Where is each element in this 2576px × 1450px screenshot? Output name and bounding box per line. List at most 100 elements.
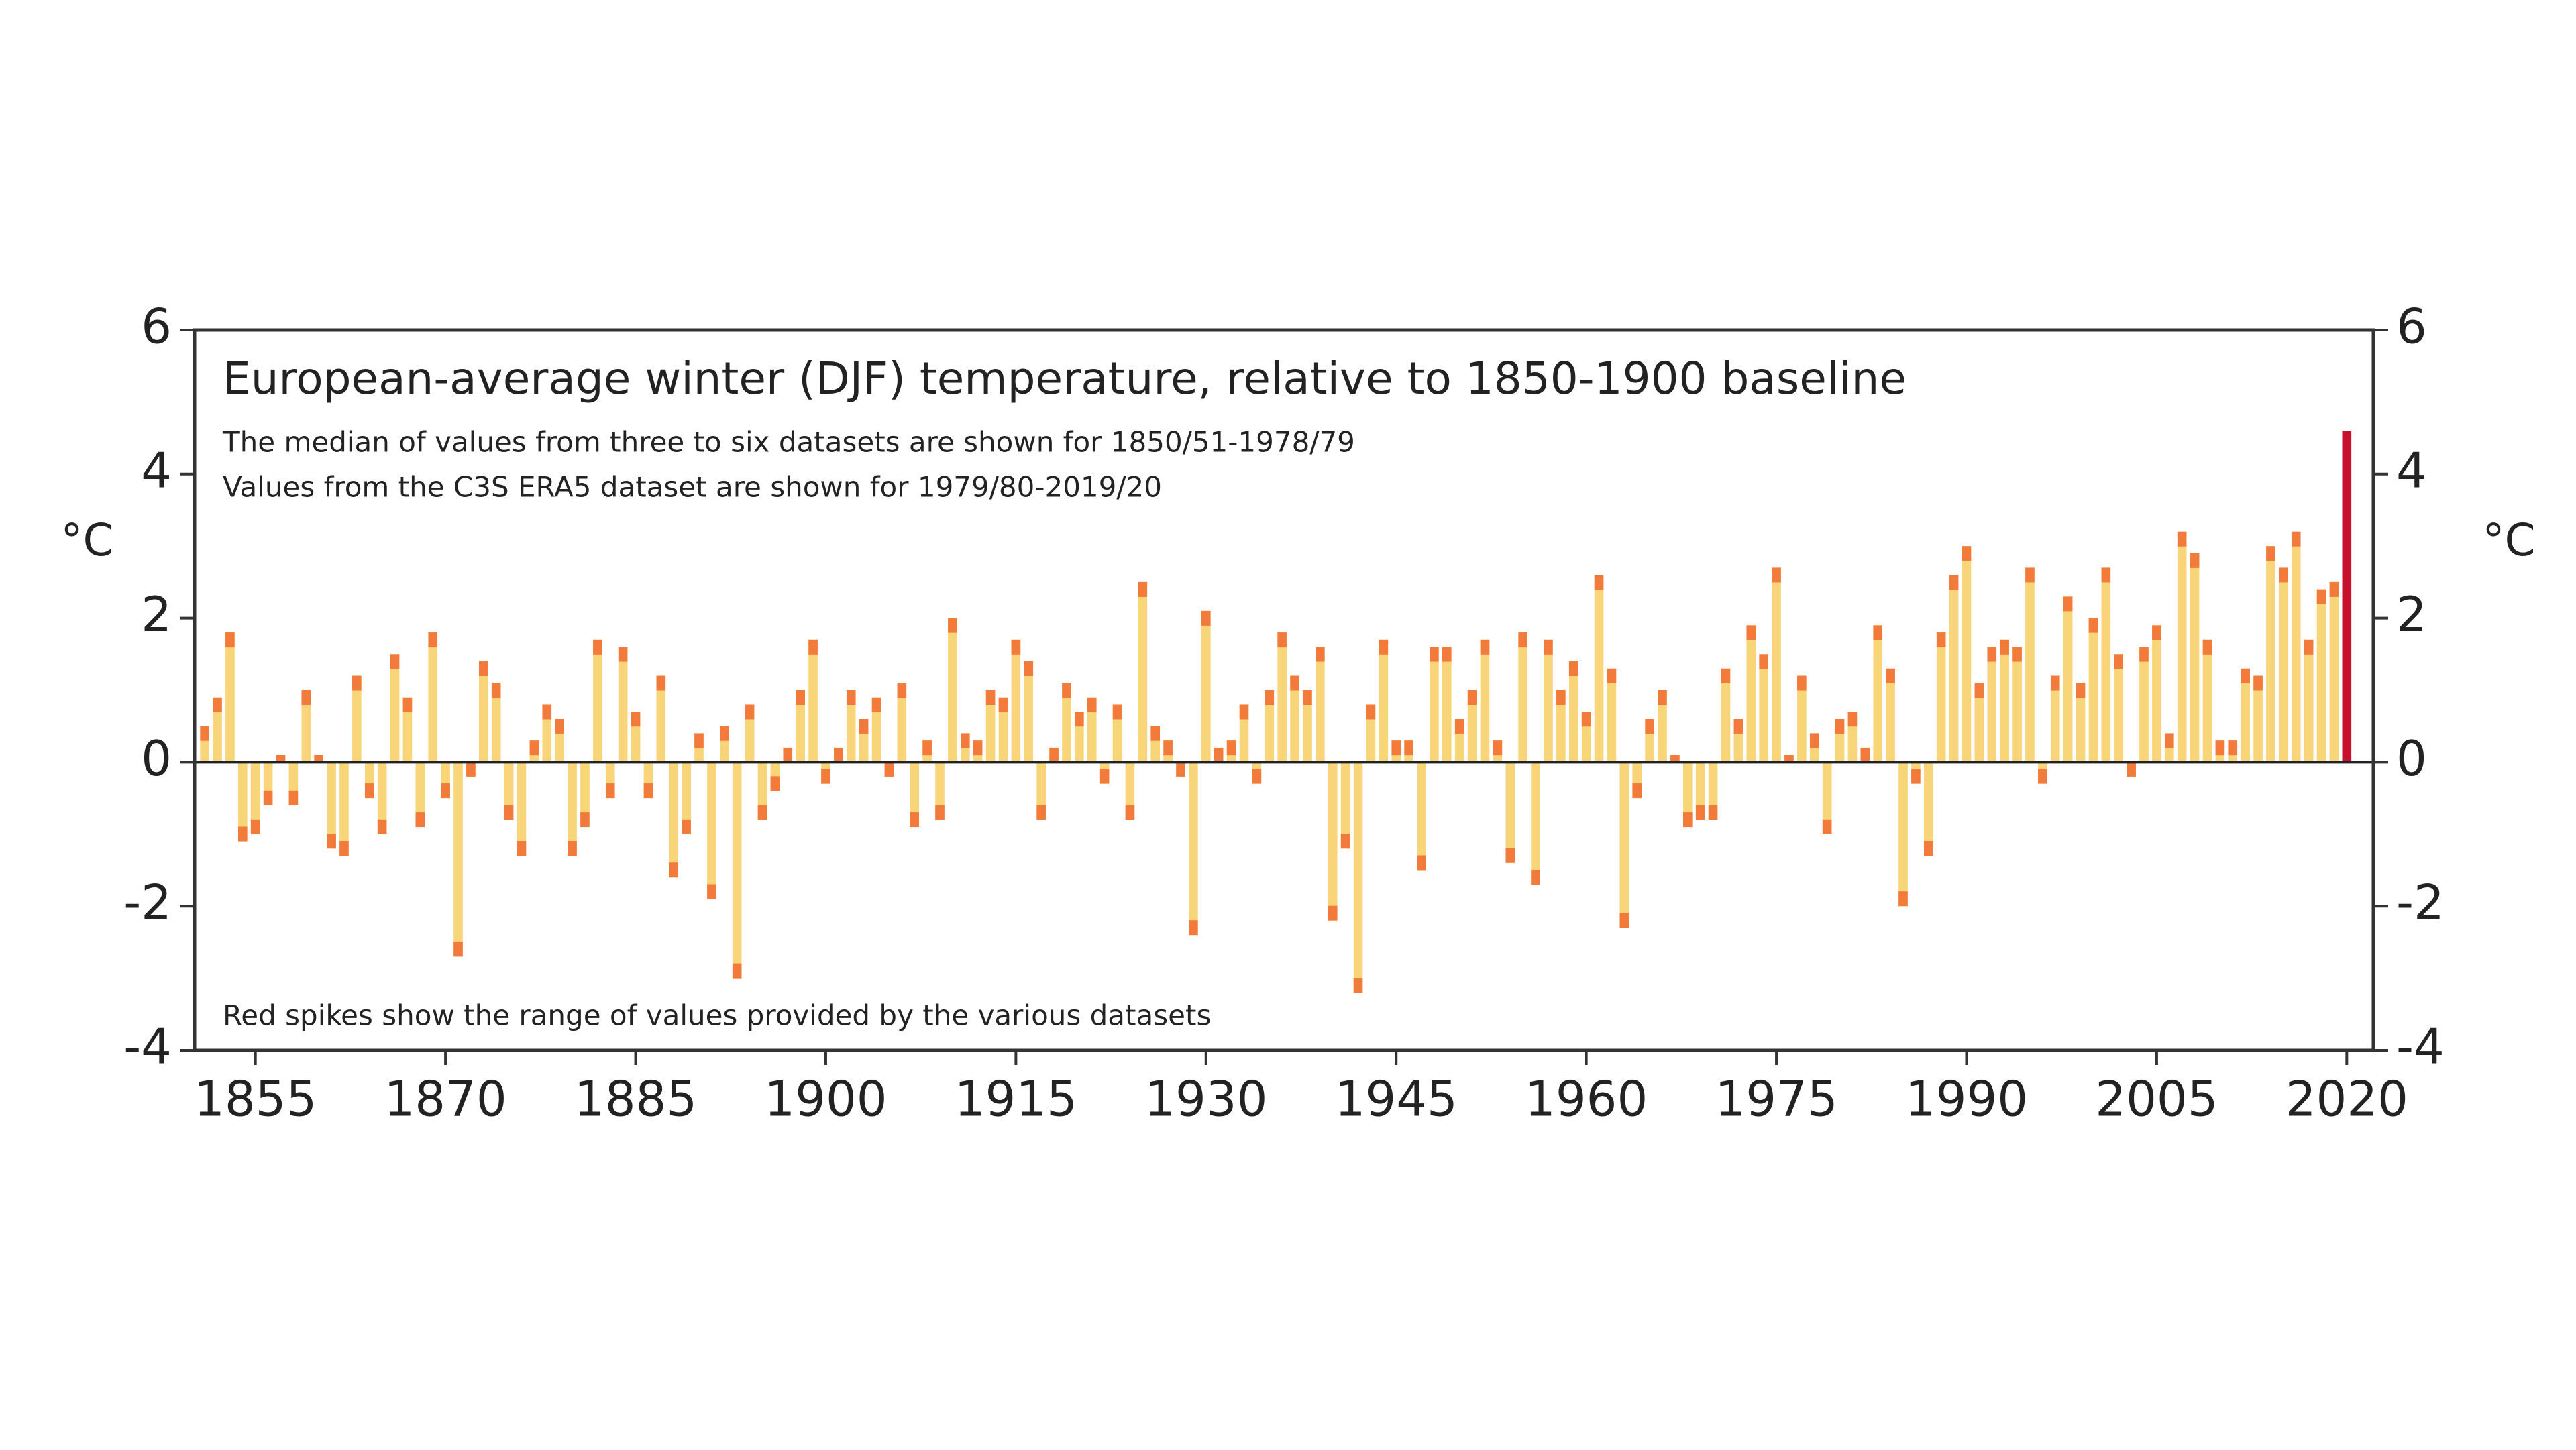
y-axis-label: °C — [60, 514, 113, 566]
range-spike — [1252, 769, 1262, 784]
range-spike — [2164, 733, 2174, 748]
bar — [2050, 675, 2060, 763]
bar — [1772, 567, 1781, 763]
range-spike — [2266, 546, 2275, 561]
bar — [390, 654, 400, 763]
y-tick-label: 4 — [141, 442, 172, 498]
range-spike — [1581, 712, 1591, 727]
range-spike — [770, 776, 780, 791]
range-spike — [2063, 596, 2073, 612]
range-spike — [1607, 668, 1617, 683]
subtitle: Values from the C3S ERA5 dataset are sho… — [223, 471, 1162, 504]
range-spike — [213, 697, 222, 712]
range-spike — [1316, 647, 1325, 662]
bar — [352, 675, 362, 763]
range-spike — [910, 812, 920, 828]
range-spike — [2114, 654, 2124, 669]
range-spike — [504, 805, 514, 820]
range-spike — [1632, 783, 1642, 799]
bar — [415, 762, 425, 828]
bar — [491, 683, 501, 763]
range-spike — [1809, 733, 1819, 748]
range-spike — [2088, 618, 2098, 633]
bar — [2241, 668, 2250, 763]
range-spike — [2304, 639, 2314, 655]
bar — [1480, 639, 1490, 763]
range-spike — [783, 747, 793, 763]
range-spike — [339, 841, 349, 856]
bar — [1619, 762, 1629, 928]
range-spike — [1391, 740, 1401, 756]
bar — [669, 762, 679, 878]
range-spike — [517, 841, 527, 856]
range-spike — [2101, 567, 2111, 583]
bar — [1873, 625, 1883, 763]
range-spike — [884, 762, 894, 777]
bar — [1290, 675, 1299, 763]
y2-tick-label: 4 — [2396, 442, 2427, 498]
range-spike — [808, 639, 818, 655]
bar — [1467, 690, 1477, 763]
range-spike — [846, 690, 856, 705]
y-tick-label: -4 — [123, 1019, 172, 1075]
range-spike — [1125, 805, 1135, 820]
y2-tick-label: -2 — [2396, 875, 2445, 931]
bar — [250, 762, 260, 834]
bar — [478, 661, 488, 763]
range-spike — [1176, 762, 1185, 777]
range-spike — [871, 697, 881, 712]
range-spike — [1239, 704, 1249, 720]
bar — [2101, 567, 2111, 763]
bar — [1746, 625, 1756, 763]
range-spike — [1150, 726, 1161, 741]
range-spike — [2215, 740, 2225, 756]
y2-tick-label: 0 — [2396, 730, 2427, 787]
x-tick-label: 1975 — [1715, 1071, 1837, 1127]
range-spike — [1708, 805, 1718, 820]
range-spike — [2177, 531, 2187, 547]
range-spike — [1340, 834, 1350, 849]
bar — [948, 618, 957, 763]
range-spike — [225, 632, 235, 648]
bar — [2279, 567, 2288, 763]
bar — [339, 762, 349, 856]
y-tick-label: 6 — [141, 298, 172, 355]
range-spike — [1214, 747, 1224, 763]
bar — [1568, 661, 1578, 763]
range-spike — [1556, 690, 1566, 705]
bar — [656, 675, 666, 763]
bar — [1797, 675, 1807, 763]
bar — [1923, 762, 1933, 856]
bar — [707, 762, 716, 899]
bar — [1898, 762, 1908, 907]
bar — [1682, 762, 1693, 828]
range-spike — [1835, 718, 1845, 734]
range-spike — [1886, 668, 1895, 683]
range-spike — [580, 812, 590, 828]
bar — [1303, 690, 1312, 763]
bar — [2253, 675, 2263, 763]
bar — [2063, 596, 2073, 763]
bar — [618, 647, 628, 763]
range-spike — [2076, 683, 2086, 698]
bar — [1430, 647, 1439, 763]
bar — [2177, 531, 2187, 763]
range-spike — [2139, 647, 2149, 662]
range-spike — [250, 819, 260, 834]
range-spike — [732, 963, 742, 979]
range-spike — [1746, 625, 1756, 640]
bar — [1936, 632, 1946, 763]
bar — [377, 762, 387, 834]
bar — [453, 762, 463, 957]
bar — [1505, 762, 1515, 863]
bar — [301, 690, 311, 763]
range-spike — [1733, 718, 1743, 734]
range-spike — [669, 862, 679, 878]
range-spike — [1277, 632, 1287, 648]
bar — [1138, 581, 1148, 763]
range-spike — [1467, 690, 1477, 705]
range-spike — [453, 942, 463, 957]
bar — [2114, 654, 2124, 763]
bar — [1024, 661, 1034, 763]
